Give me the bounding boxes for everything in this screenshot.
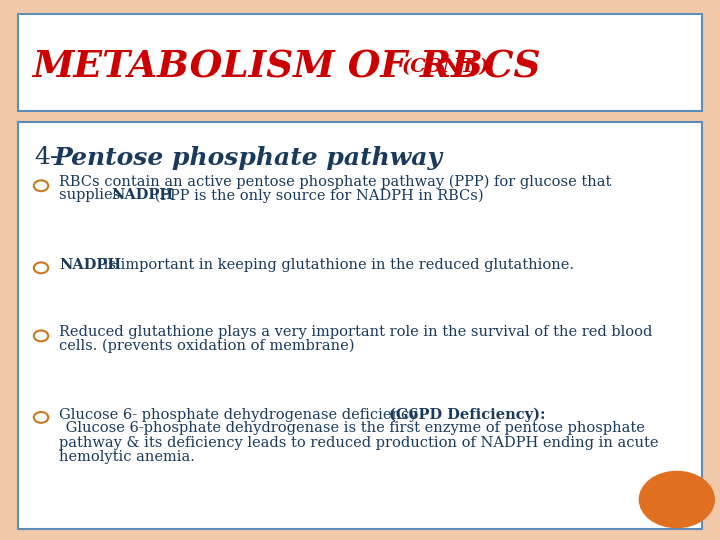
- Text: Glucose 6-phosphate dehydrogenase is the first enzyme of pentose phosphate: Glucose 6-phosphate dehydrogenase is the…: [61, 421, 645, 435]
- Text: Glucose 6- phosphate dehydrogenase deficiency: Glucose 6- phosphate dehydrogenase defic…: [59, 408, 422, 422]
- Text: supplies: supplies: [59, 188, 125, 202]
- Text: METABOLISM OF RBCS: METABOLISM OF RBCS: [32, 49, 541, 86]
- Text: RBCs contain an active pentose phosphate pathway (PPP) for glucose that: RBCs contain an active pentose phosphate…: [59, 175, 611, 190]
- Text: pathway & its deficiency leads to reduced production of NADPH ending in acute: pathway & its deficiency leads to reduce…: [59, 436, 659, 450]
- Circle shape: [34, 262, 48, 273]
- Text: 4-: 4-: [35, 146, 59, 169]
- Circle shape: [639, 471, 714, 528]
- Circle shape: [34, 330, 48, 341]
- Text: (PPP is the only source for NADPH in RBCs): (PPP is the only source for NADPH in RBC…: [150, 188, 483, 203]
- Text: Reduced glutathione plays a very important role in the survival of the red blood: Reduced glutathione plays a very importa…: [59, 325, 652, 339]
- FancyBboxPatch shape: [18, 14, 702, 111]
- Text: hemolytic anemia.: hemolytic anemia.: [59, 450, 195, 464]
- Text: (CONT.): (CONT.): [402, 58, 490, 77]
- Text: cells. (prevents oxidation of membrane): cells. (prevents oxidation of membrane): [59, 339, 354, 353]
- Circle shape: [34, 180, 48, 191]
- Text: is important in keeping glutathione in the reduced glutathione.: is important in keeping glutathione in t…: [99, 258, 574, 272]
- Text: Pentose phosphate pathway: Pentose phosphate pathway: [54, 146, 443, 170]
- Circle shape: [34, 412, 48, 423]
- Text: NADPH: NADPH: [59, 258, 121, 272]
- FancyBboxPatch shape: [18, 122, 702, 529]
- Text: NADPH: NADPH: [112, 188, 174, 202]
- Text: :: :: [379, 146, 388, 169]
- Text: (G6PD Deficiency):: (G6PD Deficiency):: [389, 408, 545, 422]
